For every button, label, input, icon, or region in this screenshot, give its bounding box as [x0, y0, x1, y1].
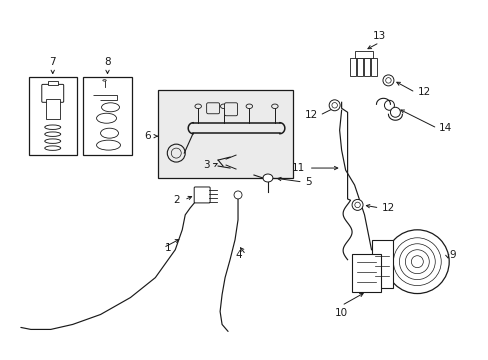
Text: 12: 12: [304, 110, 317, 120]
Circle shape: [234, 191, 242, 199]
Ellipse shape: [171, 148, 181, 158]
Ellipse shape: [271, 104, 278, 108]
Circle shape: [354, 202, 360, 208]
Ellipse shape: [45, 146, 61, 150]
Circle shape: [328, 100, 340, 111]
Bar: [371, 240, 393, 288]
Text: 10: 10: [334, 307, 347, 318]
Bar: [354, 50, 372, 58]
Circle shape: [331, 103, 337, 108]
Text: 7: 7: [49, 58, 56, 67]
Ellipse shape: [167, 144, 185, 162]
Text: 9: 9: [448, 250, 455, 260]
Circle shape: [389, 107, 400, 117]
Text: 1: 1: [165, 243, 172, 253]
Text: 5: 5: [304, 177, 311, 187]
Circle shape: [382, 75, 393, 86]
Bar: [363, 58, 369, 76]
Text: 2: 2: [173, 195, 180, 205]
Bar: [48, 81, 58, 85]
Text: 3: 3: [203, 160, 210, 170]
Text: 13: 13: [372, 31, 386, 41]
Text: 8: 8: [104, 58, 111, 67]
Ellipse shape: [45, 132, 61, 136]
Circle shape: [385, 78, 390, 83]
Text: 11: 11: [291, 163, 304, 173]
FancyBboxPatch shape: [41, 84, 63, 102]
Bar: [82, 77, 132, 155]
Ellipse shape: [45, 125, 61, 130]
Bar: [356, 58, 362, 76]
Ellipse shape: [102, 80, 106, 81]
Ellipse shape: [96, 113, 116, 123]
Bar: [158, 90, 292, 178]
Ellipse shape: [245, 104, 252, 108]
Bar: [46, 99, 60, 119]
FancyBboxPatch shape: [224, 103, 237, 116]
Bar: [349, 58, 355, 76]
Text: 12: 12: [381, 203, 394, 213]
FancyBboxPatch shape: [206, 103, 219, 114]
Ellipse shape: [102, 103, 119, 112]
Text: 4: 4: [235, 250, 242, 260]
FancyBboxPatch shape: [194, 187, 210, 203]
Circle shape: [351, 199, 362, 210]
Bar: [29, 77, 77, 155]
Ellipse shape: [195, 104, 201, 108]
Text: 6: 6: [144, 131, 151, 141]
Bar: [351, 254, 381, 292]
Ellipse shape: [220, 104, 226, 108]
Text: 12: 12: [416, 87, 430, 97]
Ellipse shape: [263, 174, 272, 182]
Circle shape: [384, 100, 394, 110]
Circle shape: [385, 230, 448, 293]
Bar: [370, 58, 376, 76]
Ellipse shape: [96, 140, 120, 150]
Text: 14: 14: [438, 123, 451, 133]
Ellipse shape: [45, 139, 61, 143]
Ellipse shape: [101, 128, 118, 138]
